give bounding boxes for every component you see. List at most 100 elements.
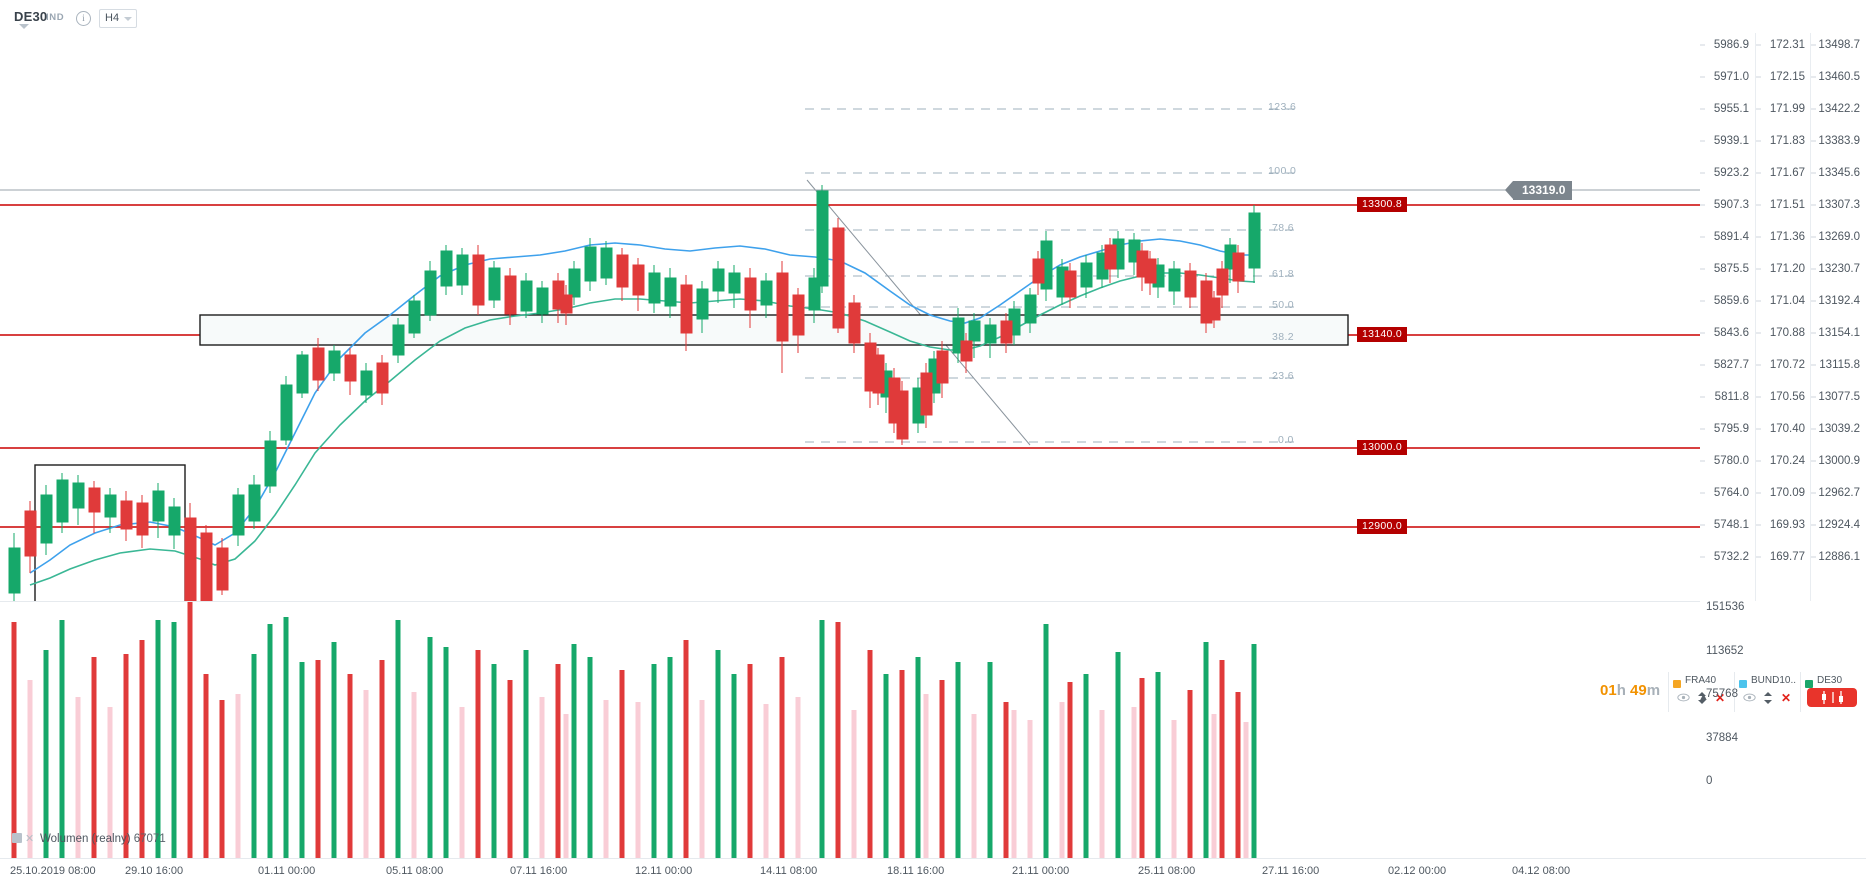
fib-label-0-0: 0.0 — [1278, 434, 1294, 446]
time-label: 14.11 08:00 — [760, 865, 818, 877]
time-label: 21.11 00:00 — [1012, 865, 1070, 877]
volume-chart-pane[interactable]: ✕ Wolumen (realny) 67071 — [0, 601, 1700, 859]
tick-label: 172.15 — [1769, 71, 1805, 83]
tick-label: 12924.4 — [1818, 519, 1860, 531]
tick-label: 5748.1 — [1713, 519, 1749, 531]
tick-label: 13154.1 — [1818, 327, 1860, 339]
tick-dash — [1811, 460, 1816, 462]
tick-dash — [1756, 428, 1761, 430]
tick-dash — [1700, 300, 1705, 302]
tick-label: 13307.3 — [1818, 199, 1860, 211]
tick-label: 170.24 — [1769, 455, 1805, 467]
timeframe-select[interactable]: H4 — [99, 9, 137, 28]
session-timer: 01h 49m — [1600, 682, 1660, 699]
tick-label: 169.77 — [1769, 551, 1805, 563]
price-scales[interactable]: 5986.9 5971.0 5955.1 5939.1 5923.2 5907.… — [1700, 33, 1866, 858]
time-label: 25.11 08:00 — [1138, 865, 1196, 877]
tick-label: 5827.7 — [1713, 359, 1749, 371]
tick-label: 13192.4 — [1818, 295, 1860, 307]
tick-dash — [1756, 396, 1761, 398]
close-icon[interactable]: ✕ — [1715, 691, 1726, 705]
widget-bund10-title: BUND10.. — [1739, 675, 1797, 688]
price-chart-pane[interactable]: 123.6 100.0 78.6 61.8 50.0 38.2 23.6 0.0… — [0, 33, 1700, 601]
symbol-label[interactable]: DE30 — [14, 9, 48, 24]
price-alert-tag-13300[interactable]: 13300.8 — [1357, 197, 1408, 212]
tick-dash — [1756, 460, 1761, 462]
tick-label: 13460.5 — [1818, 71, 1860, 83]
tick-label: 13345.6 — [1818, 167, 1860, 179]
current-price-tag: 13319.0 — [1504, 181, 1573, 200]
tick-dash — [1811, 556, 1816, 558]
tick-dash — [1700, 140, 1705, 142]
chevron-down-icon — [124, 17, 132, 21]
updown-arrows-icon[interactable] — [1763, 692, 1773, 704]
eye-icon[interactable] — [1743, 693, 1756, 702]
widget-de30[interactable]: DE30 — [1800, 672, 1866, 712]
tick-dash — [1811, 140, 1816, 142]
tick-label: 5843.6 — [1713, 327, 1749, 339]
updown-arrows-icon[interactable] — [1697, 692, 1707, 704]
price-alert-lines — [0, 204, 1700, 528]
tick-dash — [1700, 44, 1705, 46]
time-label: 27.11 16:00 — [1262, 865, 1320, 877]
toolbar: DE30 IND i H4 — [0, 0, 1866, 33]
price-scale-bund10[interactable]: 172.31 172.15 171.99 171.83 171.67 171.5… — [1755, 33, 1811, 601]
fib-label-100-0: 100.0 — [1268, 165, 1297, 177]
ema-14-line — [29, 272, 1256, 586]
chevron-down-icon[interactable] — [19, 24, 29, 29]
volume-swatch — [12, 833, 22, 843]
candle-chart-icon[interactable] — [1807, 688, 1857, 707]
tick-label: 5811.8 — [1714, 391, 1749, 403]
tick-dash — [1700, 204, 1705, 206]
tick-dash — [1756, 140, 1761, 142]
close-icon[interactable]: ✕ — [1781, 691, 1792, 705]
tick-dash — [1700, 236, 1705, 238]
tick-dash — [1700, 428, 1705, 430]
price-alert-tag-13000[interactable]: 13000.0 — [1357, 440, 1408, 455]
tick-dash — [1756, 556, 1761, 558]
tick-label: 12886.1 — [1818, 551, 1860, 563]
widget-fra40-controls[interactable]: ▲ ✕ — [1675, 690, 1733, 706]
tick-label: 13115.8 — [1819, 359, 1860, 371]
tick-label: 171.67 — [1769, 167, 1805, 179]
time-axis[interactable]: 25.10.2019 08:00 29.10 16:00 01.11 00:00… — [0, 858, 1866, 886]
time-label: 04.12 08:00 — [1512, 865, 1571, 877]
info-icon[interactable]: i — [76, 11, 91, 26]
time-label: 02.12 00:00 — [1388, 865, 1447, 877]
time-label: 07.11 16:00 — [510, 865, 568, 877]
tick-label: 169.93 — [1769, 519, 1805, 531]
price-alert-tag-13140[interactable]: 13140.0 — [1357, 327, 1408, 342]
tick-label: 5986.9 — [1713, 39, 1749, 51]
widget-bund10[interactable]: BUND10.. ✕ — [1734, 672, 1801, 712]
tick-dash — [1700, 332, 1705, 334]
up-down-icon[interactable]: ▲ — [1698, 691, 1709, 703]
widget-fra40[interactable]: FRA40 ▲ ✕ — [1668, 672, 1735, 712]
tick-dash — [1811, 204, 1816, 206]
tick-dash — [1811, 428, 1816, 430]
close-icon[interactable]: ✕ — [25, 833, 35, 845]
tick-label: 5764.0 — [1713, 487, 1749, 499]
tick-label: 171.83 — [1769, 135, 1805, 147]
tick-dash — [1700, 460, 1705, 462]
tick-label: 5971.0 — [1713, 71, 1749, 83]
tick-dash — [1700, 556, 1705, 558]
widget-bund10-label: BUND10.. — [1751, 675, 1797, 686]
price-alert-tag-12900[interactable]: 12900.0 — [1357, 519, 1408, 534]
tick-label: 171.20 — [1769, 263, 1805, 275]
tick-label: 171.36 — [1769, 231, 1805, 243]
widget-bund10-controls[interactable]: ✕ — [1741, 690, 1799, 706]
tick-label: 13039.2 — [1818, 423, 1860, 435]
volume-legend[interactable]: ✕ Wolumen (realny) 67071 — [12, 832, 166, 845]
price-scale-fra40[interactable]: 5986.9 5971.0 5955.1 5939.1 5923.2 5907.… — [1700, 33, 1755, 601]
instrument-widget-bar[interactable]: 01h 49m FRA40 ▲ ✕ BUND10.. ✕ — [1600, 672, 1866, 712]
price-scale-de30[interactable]: 13498.7 13460.5 13422.2 13383.9 13345.6 … — [1810, 33, 1866, 601]
tick-label: 13000.9 — [1818, 455, 1860, 467]
volume-tick-0: 0 — [1706, 775, 1713, 787]
timer-hours: 01 — [1600, 682, 1617, 699]
tick-dash — [1811, 108, 1816, 110]
time-label: 05.11 08:00 — [386, 865, 444, 877]
tick-label: 5780.0 — [1713, 455, 1749, 467]
eye-icon[interactable] — [1677, 693, 1690, 702]
tick-label: 5923.2 — [1713, 167, 1749, 179]
